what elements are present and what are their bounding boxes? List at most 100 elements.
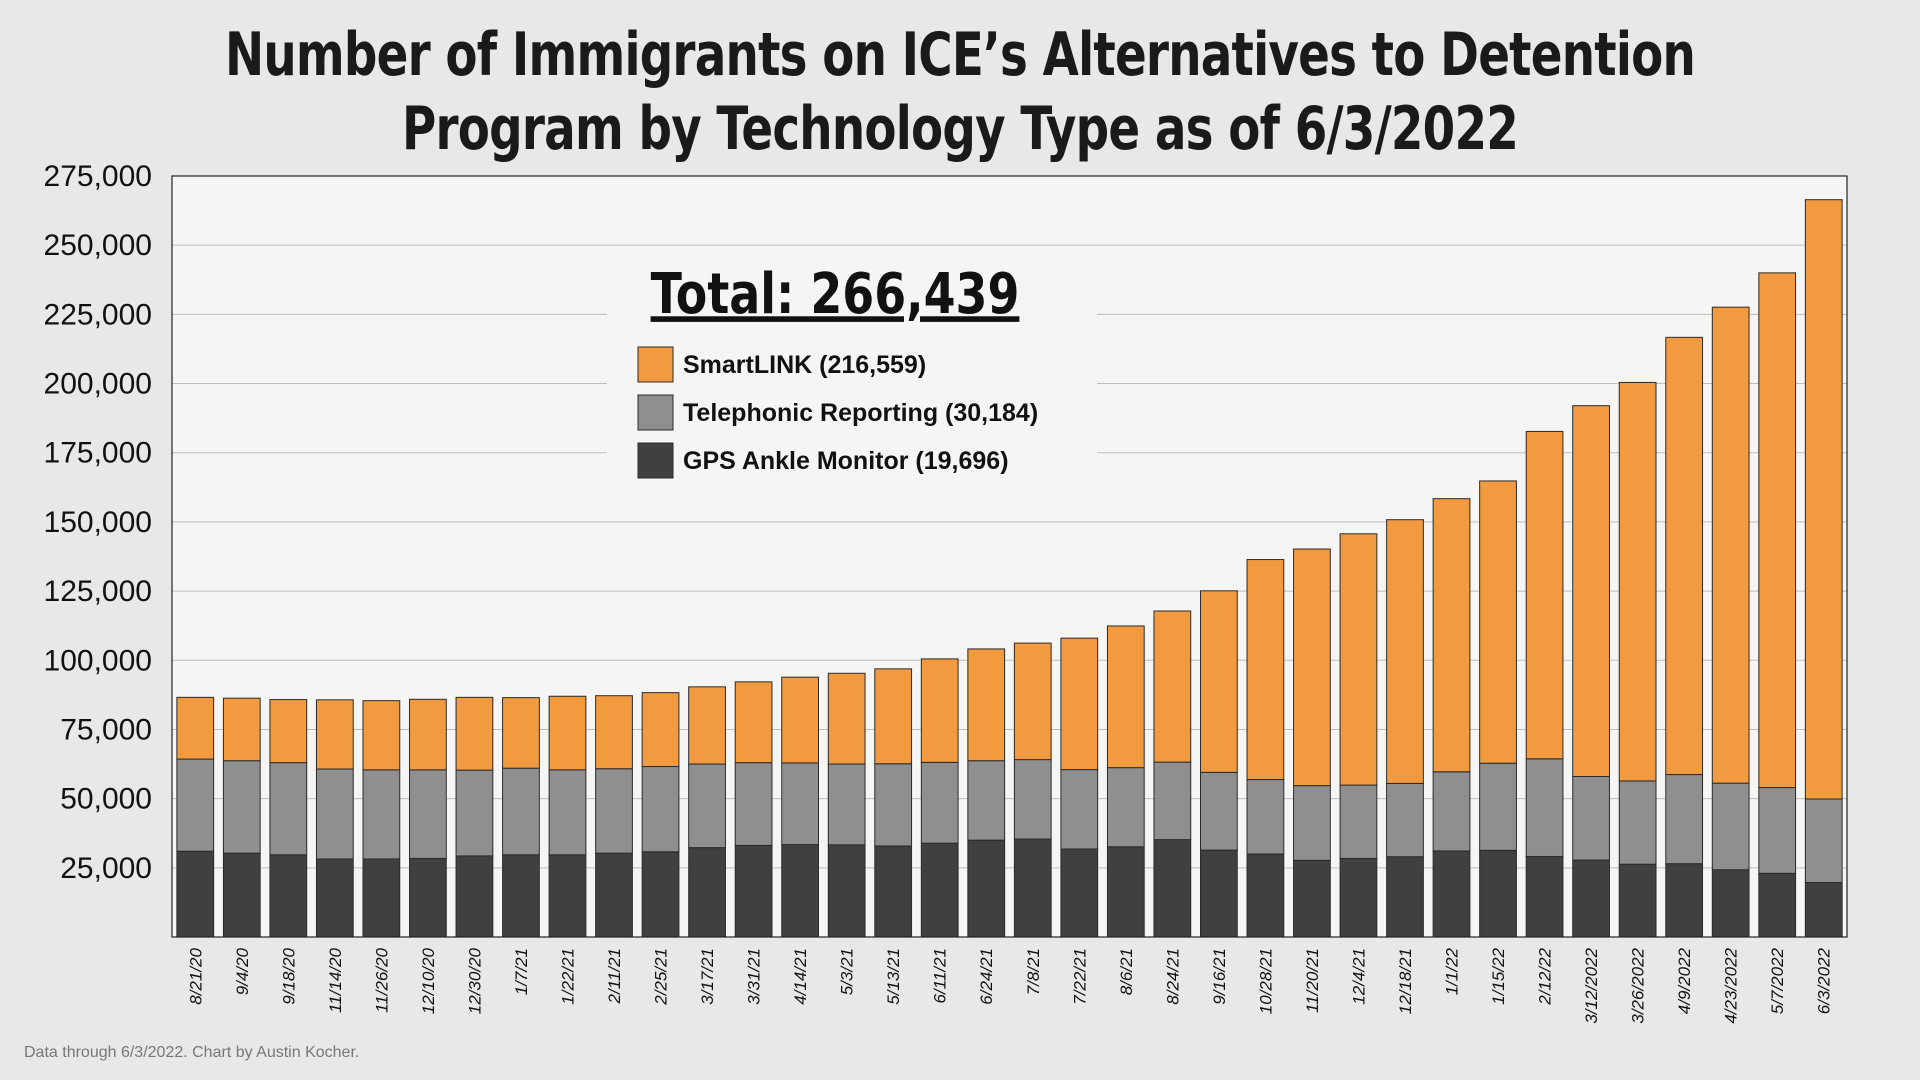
plot-border xyxy=(171,175,1848,938)
legend-swatch xyxy=(637,346,674,383)
bar-segment-telephonic-reporting xyxy=(455,769,494,857)
bar-segment-gps-ankle-monitor xyxy=(362,858,401,938)
x-tick-label: 7/8/21 xyxy=(1024,948,1043,995)
x-tick-label: 6/11/21 xyxy=(931,948,950,1003)
legend-background xyxy=(607,246,1097,492)
x-tick-label: 3/26/2022 xyxy=(1629,947,1648,1023)
bar-segment-gps-ankle-monitor xyxy=(176,850,215,938)
x-tick-label: 12/10/20 xyxy=(419,947,438,1014)
bar-segment-telephonic-reporting xyxy=(1572,775,1610,861)
bar-segment-gps-ankle-monitor xyxy=(1525,855,1564,938)
x-tick-label: 9/16/21 xyxy=(1210,948,1229,1005)
bar-segment-telephonic-reporting xyxy=(1339,784,1378,859)
bar-segment-smartlink xyxy=(595,695,633,770)
bar-segment-smartlink xyxy=(1339,533,1378,786)
bar-segment-gps-ankle-monitor xyxy=(1386,856,1424,938)
x-tick-label: 7/22/21 xyxy=(1070,948,1089,1005)
y-tick-label: 125,000 xyxy=(44,575,152,608)
bar-segment-telephonic-reporting xyxy=(920,761,959,844)
bar-segment-gps-ankle-monitor xyxy=(455,855,494,938)
y-tick-label: 150,000 xyxy=(44,506,152,539)
bar-segment-gps-ankle-monitor xyxy=(595,852,633,938)
x-tick-label: 9/18/20 xyxy=(279,947,298,1004)
y-tick-label: 175,000 xyxy=(44,437,152,470)
bar-segment-gps-ankle-monitor xyxy=(1711,869,1750,938)
x-tick-label: 4/23/2022 xyxy=(1722,947,1741,1023)
bar-segment-smartlink xyxy=(1804,199,1843,800)
bar-segment-gps-ankle-monitor xyxy=(1199,849,1238,938)
x-tick-label: 5/13/21 xyxy=(884,948,903,1005)
bar-segment-smartlink xyxy=(1711,306,1750,784)
bar-segment-telephonic-reporting xyxy=(734,762,773,846)
bar-segment-smartlink xyxy=(1106,625,1145,769)
bar-segment-gps-ankle-monitor xyxy=(734,844,773,938)
x-tick-label: 12/4/21 xyxy=(1349,948,1368,1005)
bar-segment-telephonic-reporting xyxy=(1106,767,1145,848)
y-tick-label: 275,000 xyxy=(44,160,152,193)
bar-segment-gps-ankle-monitor xyxy=(222,852,261,938)
bar-segment-smartlink xyxy=(409,698,447,771)
bar-segment-smartlink xyxy=(1013,642,1052,761)
bar-segment-gps-ankle-monitor xyxy=(1479,849,1517,938)
bar-segment-telephonic-reporting xyxy=(1153,761,1192,841)
bar-segment-telephonic-reporting xyxy=(1479,762,1517,851)
x-tick-label: 6/24/21 xyxy=(977,948,996,1005)
x-tick-label: 3/31/21 xyxy=(745,948,764,1005)
total-label: Total: 266,439 xyxy=(651,262,1020,328)
bar-segment-telephonic-reporting xyxy=(595,768,633,854)
x-tick-label: 5/3/21 xyxy=(838,948,857,995)
x-tick-label: 3/12/2022 xyxy=(1582,947,1601,1023)
bar-segment-smartlink xyxy=(455,696,494,771)
x-axis: 8/21/20 9/4/20 9/18/20 11/14/20 11/26/20 12/1… xyxy=(186,947,1833,1023)
bar-segment-gps-ankle-monitor xyxy=(874,845,913,938)
bar-segment-telephonic-reporting xyxy=(1758,787,1797,874)
x-tick-label: 8/21/20 xyxy=(186,947,205,1004)
bar-segment-smartlink xyxy=(548,695,587,771)
chart-title: Number of Immigrants on ICE’s Alternativ… xyxy=(211,18,1709,166)
bar-segment-smartlink xyxy=(176,696,215,760)
bar-segment-telephonic-reporting xyxy=(1386,782,1424,858)
y-tick-label: 250,000 xyxy=(44,229,152,262)
bar-segment-smartlink xyxy=(1153,610,1192,763)
bar-segment-gps-ankle-monitor xyxy=(688,847,726,938)
y-axis: 25,000 50,000 75,000 100,000 125,000 150,000 1… xyxy=(44,160,152,885)
bar-segment-smartlink xyxy=(641,692,680,768)
bar-segment-smartlink xyxy=(920,658,959,763)
bar-segment-smartlink xyxy=(269,699,308,764)
bar-segment-gps-ankle-monitor xyxy=(641,851,680,938)
bar-segment-smartlink xyxy=(502,697,540,769)
bar-segment-smartlink xyxy=(1758,272,1797,789)
chart-title-line-2: Program by Technology Type as of 6/3/202… xyxy=(401,94,1519,164)
bar-segment-gps-ankle-monitor xyxy=(1665,863,1704,938)
legend-label: Telephonic Reporting (30,184) xyxy=(683,399,1038,427)
bar-segment-telephonic-reporting xyxy=(641,766,680,853)
y-tick-label: 100,000 xyxy=(44,644,152,677)
bar-segment-smartlink xyxy=(1199,590,1238,773)
bar-segment-telephonic-reporting xyxy=(409,769,447,859)
bar-segment-gps-ankle-monitor xyxy=(269,854,308,938)
bar-segment-smartlink xyxy=(827,672,866,765)
bar-segment-telephonic-reporting xyxy=(315,768,354,860)
bar-segment-smartlink xyxy=(1246,559,1285,781)
y-tick-label: 200,000 xyxy=(44,368,152,401)
bar-segment-smartlink xyxy=(1386,519,1424,784)
y-tick-label: 50,000 xyxy=(60,783,152,816)
y-tick-label: 225,000 xyxy=(44,298,152,331)
bar-segment-telephonic-reporting xyxy=(1665,774,1704,865)
bar-segment-telephonic-reporting xyxy=(1060,769,1099,850)
bar-segment-gps-ankle-monitor xyxy=(1339,857,1378,938)
bar-segment-smartlink xyxy=(874,668,913,765)
bar-segment-gps-ankle-monitor xyxy=(1758,872,1797,938)
bar-segment-smartlink xyxy=(1479,480,1517,764)
bar-segment-telephonic-reporting xyxy=(827,763,866,846)
x-tick-label: 4/14/21 xyxy=(791,948,810,1005)
x-tick-label: 4/9/2022 xyxy=(1675,947,1694,1014)
bar-segment-smartlink xyxy=(1572,405,1610,777)
bar-segment-gps-ankle-monitor xyxy=(409,857,447,938)
bar-segment-smartlink xyxy=(1060,637,1099,771)
legend-label: SmartLINK (216,559) xyxy=(683,351,926,379)
bar-segment-gps-ankle-monitor xyxy=(1293,859,1331,938)
y-tick-label: 25,000 xyxy=(60,852,152,885)
bar-segment-smartlink xyxy=(688,686,726,765)
